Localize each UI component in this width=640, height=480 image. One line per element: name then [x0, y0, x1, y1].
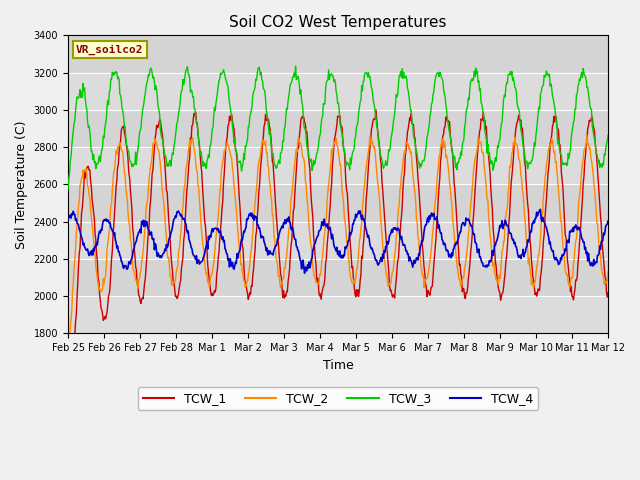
Bar — [68, 184, 608, 222]
Bar — [68, 110, 608, 147]
X-axis label: Time: Time — [323, 359, 353, 372]
Title: Soil CO2 West Temperatures: Soil CO2 West Temperatures — [229, 15, 447, 30]
Text: VR_soilco2: VR_soilco2 — [76, 44, 143, 55]
Legend: TCW_1, TCW_2, TCW_3, TCW_4: TCW_1, TCW_2, TCW_3, TCW_4 — [138, 387, 538, 410]
Bar — [68, 36, 608, 72]
Bar — [68, 259, 608, 296]
Y-axis label: Soil Temperature (C): Soil Temperature (C) — [15, 120, 28, 249]
